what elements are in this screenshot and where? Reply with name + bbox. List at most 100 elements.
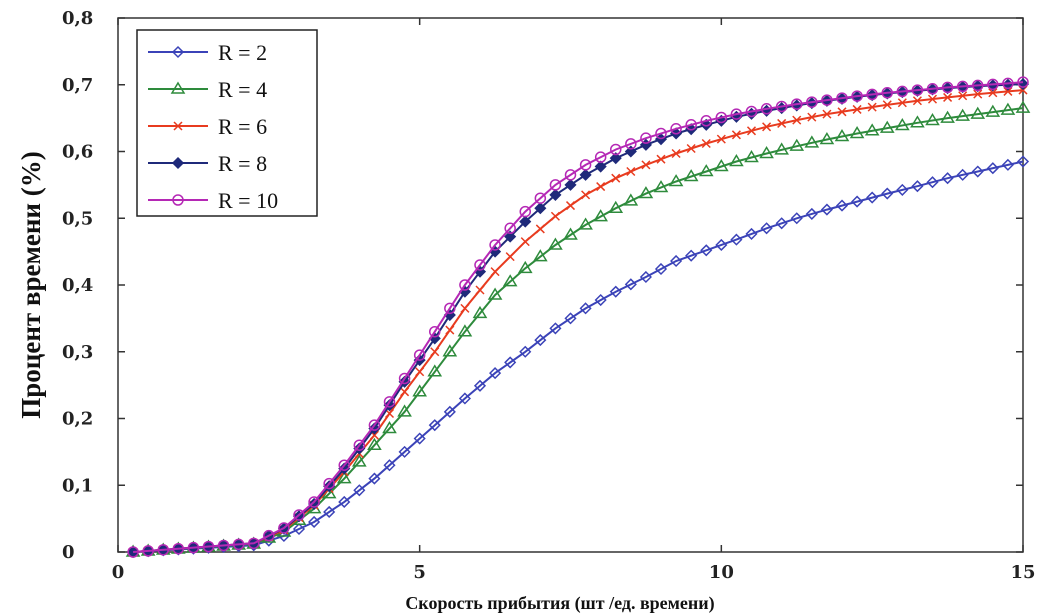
- data-point: [594, 151, 607, 163]
- data-point: [686, 143, 696, 154]
- data-point: [459, 279, 471, 291]
- data-point: [912, 96, 922, 106]
- data-point: [866, 191, 879, 204]
- data-point: [1003, 86, 1013, 96]
- data-point: [504, 222, 516, 235]
- data-point: [427, 364, 443, 377]
- data-point: [564, 312, 577, 325]
- y-tick-label: 0,7: [62, 75, 93, 96]
- data-point: [744, 150, 759, 163]
- data-point: [731, 130, 741, 140]
- data-point: [565, 201, 576, 211]
- data-point: [579, 302, 592, 315]
- data-point: [248, 537, 260, 550]
- data-point: [792, 115, 802, 125]
- data-point: [656, 154, 666, 164]
- data-point: [550, 211, 560, 221]
- data-point: [910, 115, 925, 128]
- data-point: [170, 81, 186, 94]
- data-point: [564, 178, 577, 191]
- data-point: [292, 522, 306, 536]
- data-point: [958, 91, 968, 101]
- data-point: [746, 126, 757, 136]
- data-point: [383, 399, 396, 412]
- data-point: [926, 83, 939, 95]
- data-point: [639, 270, 652, 284]
- data-point: [805, 207, 818, 220]
- data-point: [988, 88, 998, 98]
- data-point: [654, 262, 668, 276]
- data-point: [338, 462, 351, 475]
- data-point: [881, 187, 894, 200]
- data-point: [715, 238, 728, 252]
- data-point: [715, 111, 728, 124]
- data-point: [578, 217, 593, 230]
- data-point: [777, 118, 787, 128]
- data-point: [821, 94, 833, 106]
- data-point: [730, 233, 743, 246]
- data-point: [655, 127, 667, 140]
- data-point: [895, 118, 910, 131]
- y-axis-label: Процент времени (%): [16, 151, 46, 418]
- x-tick-label: 10: [709, 562, 734, 583]
- y-tick-label: 0,6: [62, 142, 93, 163]
- data-point: [594, 160, 607, 173]
- data-point: [943, 92, 953, 102]
- data-point: [760, 103, 773, 115]
- data-point: [278, 522, 290, 534]
- data-point: [458, 392, 471, 405]
- data-point: [625, 138, 637, 150]
- data-point: [504, 356, 517, 369]
- data-point: [517, 260, 533, 274]
- data-point: [729, 154, 744, 167]
- data-point: [504, 230, 517, 243]
- data-point: [338, 495, 351, 508]
- data-point: [534, 202, 547, 215]
- data-point: [173, 121, 183, 131]
- data-point: [171, 156, 185, 170]
- data-point: [502, 274, 518, 287]
- data-point: [308, 496, 320, 508]
- data-point: [807, 112, 817, 122]
- data-point: [472, 305, 488, 319]
- data-point: [973, 89, 983, 99]
- data-point: [610, 143, 622, 156]
- legend-item: R = 10: [148, 188, 278, 213]
- data-point: [956, 80, 969, 93]
- legend-label: R = 6: [218, 114, 267, 139]
- data-point: [442, 344, 458, 357]
- data-point: [940, 110, 955, 123]
- data-point: [641, 160, 651, 170]
- data-point: [683, 169, 699, 182]
- data-point: [383, 396, 396, 408]
- data-point: [383, 459, 396, 472]
- data-point: [534, 192, 547, 204]
- data-point: [670, 123, 682, 135]
- legend-item: R = 2: [148, 40, 267, 65]
- data-point: [490, 267, 500, 277]
- data-point: [897, 98, 907, 108]
- data-point: [700, 115, 712, 127]
- data-point: [1000, 102, 1016, 115]
- data-point: [549, 322, 562, 335]
- data-point: [1016, 155, 1030, 168]
- data-point: [444, 302, 456, 315]
- y-tick-label: 0,4: [62, 275, 93, 296]
- series-line: [133, 160, 1024, 553]
- data-point: [760, 222, 773, 235]
- data-point: [400, 387, 410, 397]
- series-line: [133, 107, 1024, 553]
- data-point: [367, 437, 382, 450]
- data-point: [596, 182, 606, 192]
- data-point: [323, 477, 335, 490]
- data-point: [413, 349, 426, 361]
- data-point: [489, 239, 501, 251]
- axis-ticks: 0 5 10 15 0 0,1 0,2 0,3 0,4 0,5 0,6 0,7 0,8: [62, 8, 1036, 583]
- data-point: [668, 174, 684, 187]
- data-point: [775, 217, 788, 230]
- data-point: [549, 179, 562, 191]
- data-point: [896, 183, 909, 196]
- data-point: [836, 92, 848, 104]
- data-point: [608, 200, 624, 213]
- data-point: [457, 324, 473, 337]
